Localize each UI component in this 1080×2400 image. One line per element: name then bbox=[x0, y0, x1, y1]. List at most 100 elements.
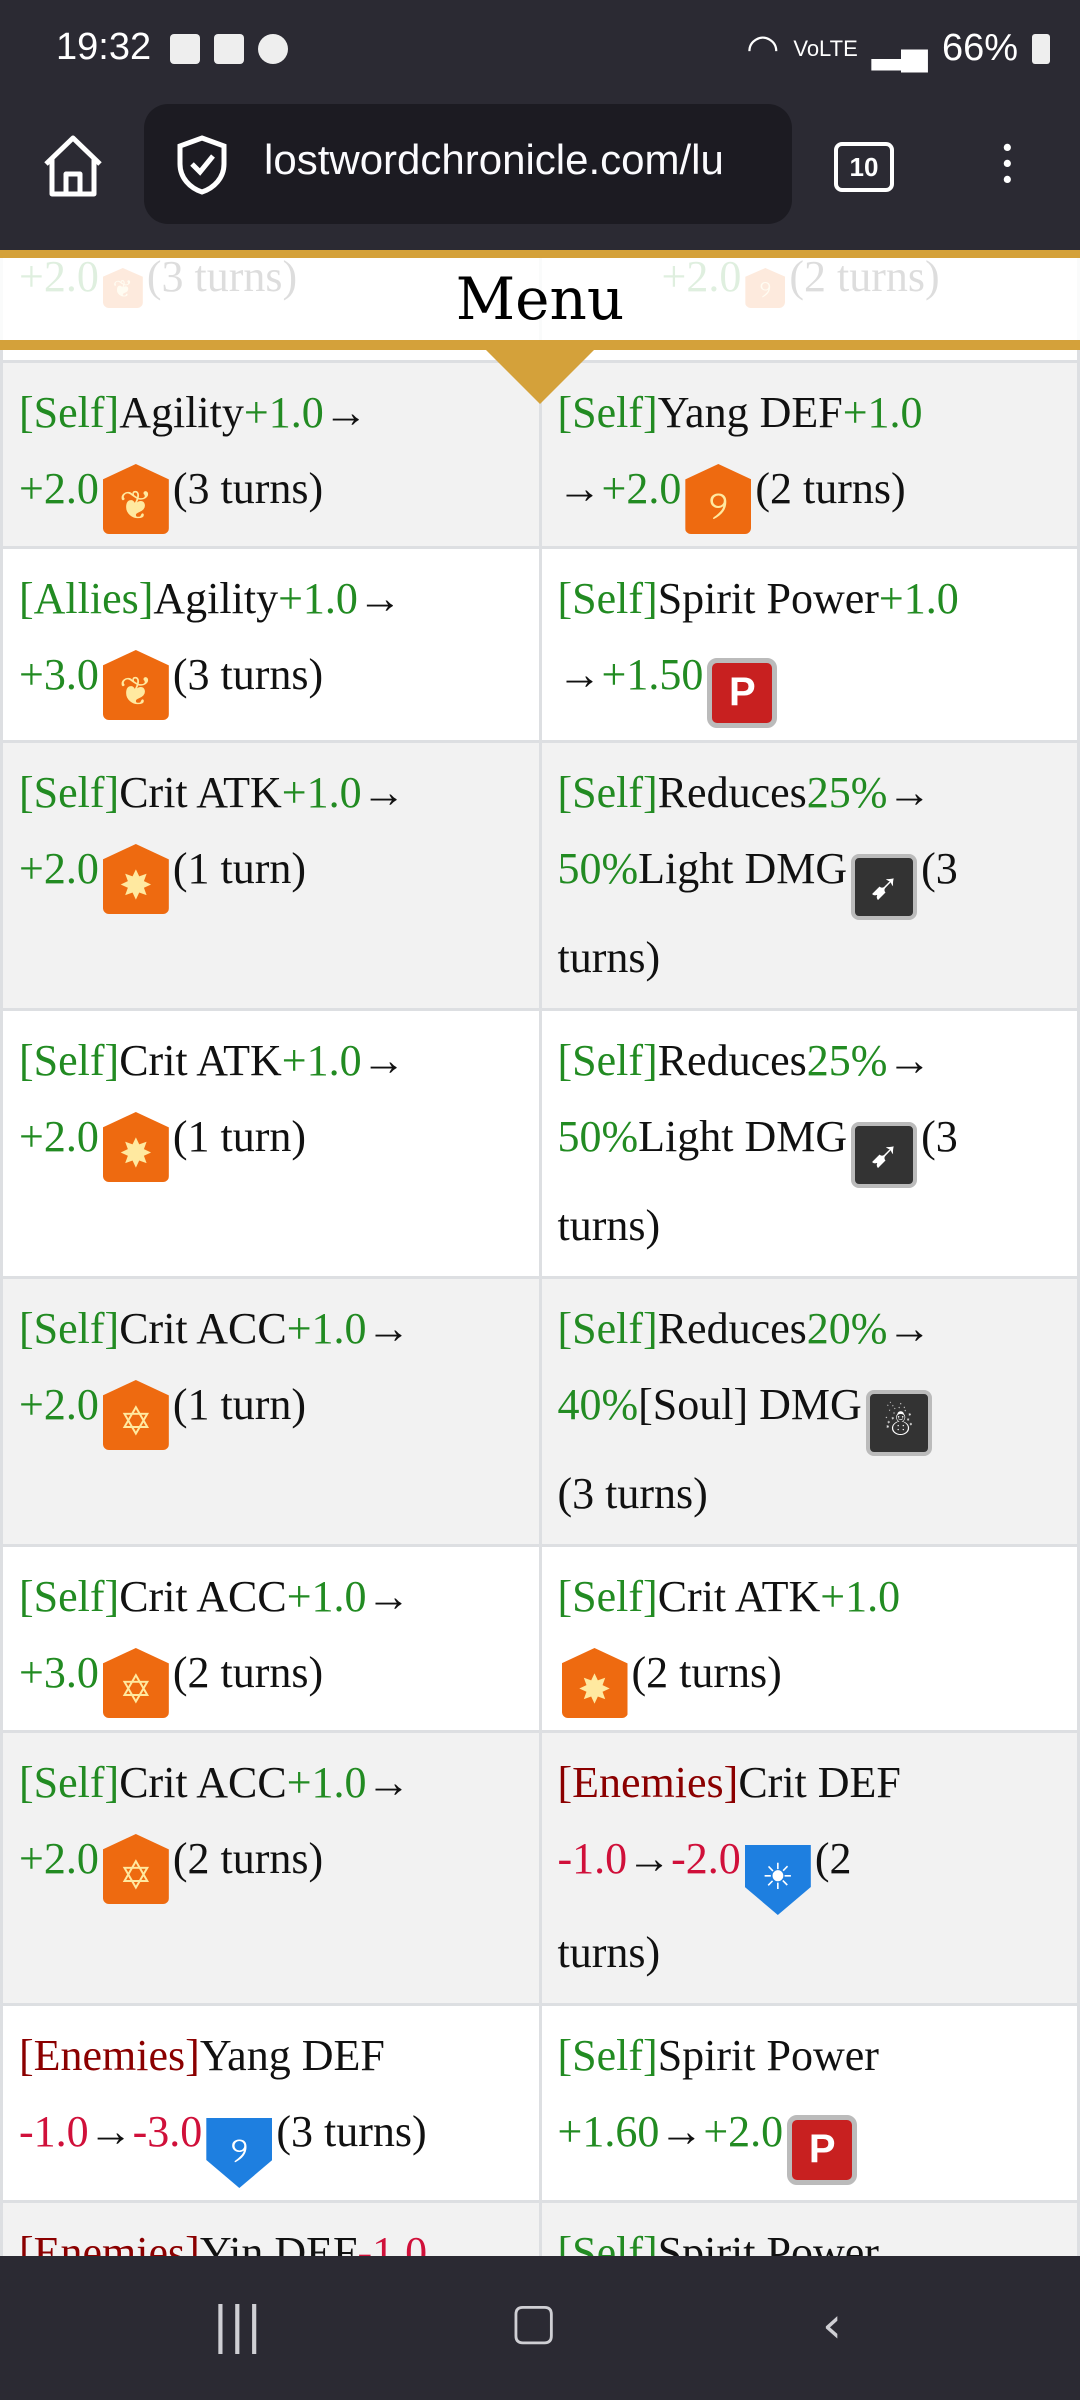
effect-text: Yin DEF bbox=[199, 2228, 358, 2256]
notification-icons bbox=[170, 34, 288, 64]
effect-text: Reduces bbox=[657, 1304, 807, 1353]
table-cell: [Self] Spirit Power+1.60 → +2.0 P bbox=[538, 2003, 1080, 2203]
effect-text: Spirit Power bbox=[657, 2228, 879, 2256]
table-cell: [Self] Spirit Power+1.60 → +2.0 P bbox=[538, 2200, 1080, 2256]
home-icon[interactable] bbox=[40, 130, 106, 200]
effect-text: Crit ATK bbox=[119, 768, 282, 817]
cell-line: 40% [Soul] DMG ☃ bbox=[558, 1367, 936, 1456]
table-cell: [Allies] Agility +1.0 → +3.0 ❦ (3 turns) bbox=[0, 546, 542, 743]
effect-text: -1.0 bbox=[357, 2228, 428, 2256]
effect-text: 50% bbox=[557, 1112, 639, 1161]
table-cell: [Self] Reduces 25% → 50% Light DMG ➹ (3 tu… bbox=[538, 1008, 1080, 1279]
volte-icon: VoLTE bbox=[793, 35, 858, 61]
effect-text: turns) bbox=[557, 1928, 661, 1977]
table-row: [Self] Agility +1.0 → +2.0 ❦ (3 turns) [Se… bbox=[0, 360, 1080, 549]
cell-line: [Enemies] Crit DEF bbox=[558, 1745, 901, 1821]
battery-icon bbox=[1032, 33, 1050, 64]
effect-text: +1.60 bbox=[557, 2107, 660, 2156]
url-text[interactable]: lostwordchronicle.com/lu bbox=[264, 136, 724, 183]
effect-text: 20% bbox=[806, 1304, 888, 1353]
effect-text: Yang DEF bbox=[199, 2031, 385, 2080]
effect-text: (2 turns) bbox=[172, 1834, 324, 1883]
home-nav-icon[interactable]: ▢ bbox=[510, 2292, 558, 2350]
effect-text: +2.0 bbox=[19, 1380, 99, 1429]
back-icon[interactable]: ‹ bbox=[822, 2296, 842, 2354]
effect-text: [Self] bbox=[19, 1758, 120, 1807]
cell-line: turns) bbox=[558, 1188, 661, 1264]
shield-check-icon[interactable] bbox=[174, 134, 230, 196]
table-row: [Enemies] Yang DEF -1.0 → -3.0 ୨ (3 turns… bbox=[0, 2003, 1080, 2203]
buff-table-container: +2.0 ❦ (3 turns) +2.0 ୨ (2 turns) [Self] A… bbox=[0, 250, 1080, 2256]
effect-text: +1.0 bbox=[286, 1304, 367, 1353]
effect-text: (1 turn) bbox=[172, 844, 307, 893]
agility-up-icon: ❦ bbox=[102, 464, 169, 534]
spirit-power-icon: P bbox=[787, 2115, 858, 2185]
effect-text: → bbox=[366, 1304, 411, 1353]
effect-text: [Self] bbox=[19, 1036, 120, 1085]
effect-text: +1.0 bbox=[281, 1036, 362, 1085]
menu-dropdown-arrow-icon[interactable] bbox=[486, 350, 594, 404]
table-cell: [Self] Crit ATK +1.0 → +2.0 ✸ (1 turn) bbox=[0, 1008, 542, 1279]
cell-line: [Allies] Agility +1.0 → bbox=[19, 561, 402, 637]
cell-line: [Self] Crit ATK +1.0 bbox=[558, 1559, 901, 1635]
effect-text: +1.0 bbox=[278, 574, 358, 623]
cell-line: turns) bbox=[558, 920, 661, 996]
table-row: [Self] Crit ACC +1.0 → +2.0 ✡ (2 turns) [E… bbox=[0, 1730, 1080, 2006]
cell-line: +3.0 ✡ (2 turns) bbox=[19, 1635, 323, 1718]
effects-table: +2.0 ❦ (3 turns) +2.0 ୨ (2 turns) [Self] A… bbox=[0, 250, 1080, 2256]
effect-text: [Self] bbox=[557, 2031, 658, 2080]
table-cell: [Self] Yang DEF +1.0 → +2.0 ୨ (2 turns) bbox=[538, 360, 1080, 549]
cell-line: -1.0 → -2.0 ☀ (2 bbox=[558, 1821, 852, 1915]
yang-def-down-icon: ୨ bbox=[206, 2118, 273, 2188]
effect-text: → bbox=[887, 768, 932, 817]
table-cell: [Self] Reduces 25% → 50% Light DMG ➹ (3 tu… bbox=[538, 740, 1080, 1011]
cell-line: -1.0 → -3.0 ୨ (3 turns) bbox=[19, 2094, 427, 2188]
table-cell: [Enemies] Yang DEF -1.0 → -3.0 ୨ (3 turns… bbox=[0, 2003, 542, 2203]
cell-line: (3 turns) bbox=[558, 1456, 708, 1532]
cell-line: [Self] Spirit Power +1.0 bbox=[558, 561, 959, 637]
table-row: [Self] Crit ACC +1.0 → +2.0 ✡ (1 turn) [Se… bbox=[0, 1276, 1080, 1547]
effect-text: → bbox=[627, 1834, 672, 1883]
light-dmg-reduction-icon: ➹ bbox=[851, 1122, 918, 1188]
crit-acc-up-icon: ✡ bbox=[102, 1380, 169, 1450]
cell-line: [Self] Agility +1.0 → bbox=[19, 375, 368, 451]
table-row: [Allies] Agility +1.0 → +3.0 ❦ (3 turns)[… bbox=[0, 546, 1080, 743]
cell-line: → +1.50 P bbox=[558, 637, 782, 728]
cell-line: 50% Light DMG ➹ (3 bbox=[558, 831, 958, 920]
effect-text: [Enemies] bbox=[19, 2031, 200, 2080]
crit-atk-up-icon: ✸ bbox=[561, 1648, 628, 1718]
system-icons: ◠ VoLTE ▂▄ 66% bbox=[746, 26, 1050, 71]
cell-line: [Self] Reduces 20% → bbox=[558, 1291, 932, 1367]
effect-text: (3 turns) bbox=[557, 1469, 708, 1518]
url-bar[interactable]: lostwordchronicle.com/lu bbox=[144, 104, 792, 224]
effect-text: 50% bbox=[557, 844, 639, 893]
effect-text: -1.0 bbox=[19, 2107, 89, 2156]
effect-text: Crit ACC bbox=[119, 1758, 287, 1807]
table-cell: [Self] Crit ATK +1.0 ✸ (2 turns) bbox=[538, 1544, 1080, 1733]
yang-def-up-icon: ୨ bbox=[685, 464, 752, 534]
agility-up-icon: ❦ bbox=[102, 650, 169, 720]
recents-icon[interactable]: ||| bbox=[212, 2296, 263, 2354]
tab-count-button[interactable]: 10 bbox=[834, 142, 894, 192]
table-row: [Self] Crit ATK +1.0 → +2.0 ✸ (1 turn) [Se… bbox=[0, 1008, 1080, 1279]
table-cell: [Self] Crit ACC +1.0 → +2.0 ✡ (1 turn) bbox=[0, 1276, 542, 1547]
effect-text: [Self] bbox=[557, 2228, 658, 2256]
more-vert-icon[interactable]: · · · bbox=[1000, 123, 1015, 204]
table-cell: [Self] Crit ACC +1.0 → +2.0 ✡ (2 turns) bbox=[0, 1730, 542, 2006]
effect-text: → bbox=[557, 464, 602, 513]
cell-line: +1.60 → +2.0 P bbox=[558, 2094, 862, 2185]
effect-text: +2.0 bbox=[19, 464, 99, 513]
effect-text: (2 turns) bbox=[172, 1648, 324, 1697]
cell-line: [Self] Crit ATK +1.0 → bbox=[19, 1023, 406, 1099]
effect-text: turns) bbox=[557, 1201, 661, 1250]
effect-text: +3.0 bbox=[19, 650, 99, 699]
cell-line: [Enemies] Yin DEF -1.0 bbox=[19, 2215, 427, 2256]
effect-text: [Self] bbox=[557, 768, 658, 817]
effect-text: +1.0 bbox=[286, 1572, 367, 1621]
menu-bar[interactable]: Menu bbox=[0, 250, 1080, 350]
effect-text: +2.0 bbox=[19, 1834, 99, 1883]
effect-text: → bbox=[361, 768, 406, 817]
effect-text: (2 bbox=[814, 1834, 852, 1883]
menu-label[interactable]: Menu bbox=[455, 265, 625, 333]
effect-text: [Enemies] bbox=[557, 1758, 739, 1807]
